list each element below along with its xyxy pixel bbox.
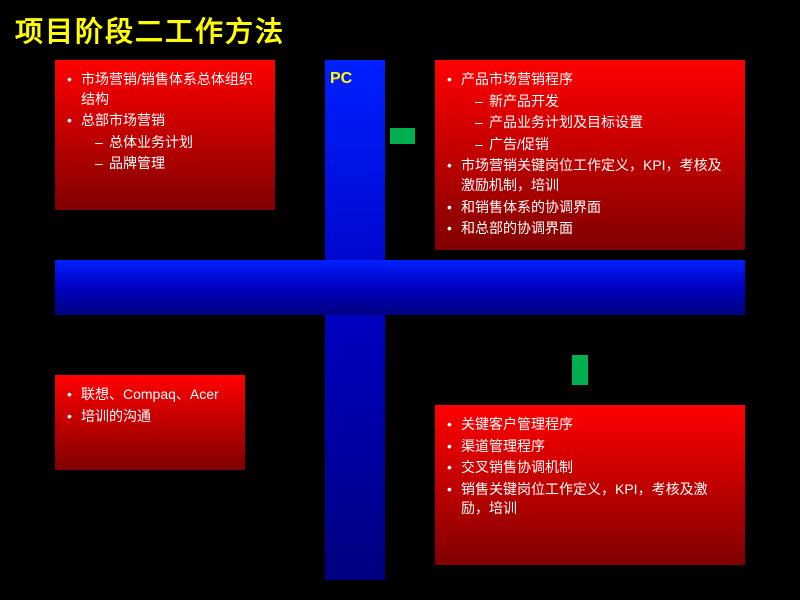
pc-label: PC [330, 70, 352, 88]
bullet-item: 关键客户管理程序 [447, 415, 733, 435]
bullet-item: 和总部的协调界面 [447, 219, 733, 239]
blue-horizontal-bar [55, 260, 745, 315]
bullet-item: 市场营销/销售体系总体组织结构 [67, 70, 263, 109]
bullet-item: 产品市场营销程序新产品开发产品业务计划及目标设置广告/促销 [447, 70, 733, 154]
sub-bullet-item: 产品业务计划及目标设置 [461, 113, 733, 133]
arrow-shaft [572, 355, 588, 385]
bullet-item: 和销售体系的协调界面 [447, 198, 733, 218]
sub-bullet-item: 新产品开发 [461, 92, 733, 112]
bullet-item: 培训的沟通 [67, 407, 233, 427]
slide-title: 项目阶段二工作方法 [15, 10, 285, 50]
bullet-text: 和销售体系的协调界面 [461, 199, 601, 215]
box-bottom-right: 关键客户管理程序渠道管理程序交叉销售协调机制销售关键岗位工作定义，KPI，考核及… [435, 405, 745, 565]
bullet-text: 联想、Compaq、Acer [81, 386, 219, 402]
bullet-text: 销售关键岗位工作定义，KPI，考核及激励，培训 [461, 481, 708, 517]
bullet-item: 交叉销售协调机制 [447, 458, 733, 478]
sub-bullet-item: 总体业务计划 [81, 133, 263, 153]
bullet-item: 渠道管理程序 [447, 437, 733, 457]
bullet-text: 渠道管理程序 [461, 438, 545, 454]
slide-stage: 项目阶段二工作方法 PC 市场营销/销售体系总体组织结构总部市场营销总体业务计划… [0, 0, 800, 600]
box-bottom-left: 联想、Compaq、Acer 培训的沟通 [55, 375, 245, 470]
bullet-item: 联想、Compaq、Acer [67, 385, 233, 405]
blue-vertical-bar [325, 60, 385, 580]
bullet-text: 和总部的协调界面 [461, 220, 573, 236]
sub-bullet-item: 广告/促销 [461, 135, 733, 155]
bullet-text: 产品市场营销程序 [461, 71, 573, 87]
box-top-right: 产品市场营销程序新产品开发产品业务计划及目标设置广告/促销市场营销关键岗位工作定… [435, 60, 745, 250]
bullet-text: 交叉销售协调机制 [461, 459, 573, 475]
bullet-text: 关键客户管理程序 [461, 416, 573, 432]
bullet-item: 总部市场营销总体业务计划品牌管理 [67, 111, 263, 174]
arrow-shaft [390, 128, 415, 144]
bullet-text: 总部市场营销 [81, 112, 165, 128]
sub-bullet-item: 品牌管理 [81, 154, 263, 174]
bullet-text: 市场营销/销售体系总体组织结构 [81, 71, 253, 107]
bullet-text: 培训的沟通 [81, 408, 151, 424]
box-top-left: 市场营销/销售体系总体组织结构总部市场营销总体业务计划品牌管理 [55, 60, 275, 210]
bullet-item: 销售关键岗位工作定义，KPI，考核及激励，培训 [447, 480, 733, 519]
bullet-item: 市场营销关键岗位工作定义，KPI，考核及激励机制，培训 [447, 156, 733, 195]
bullet-text: 市场营销关键岗位工作定义，KPI，考核及激励机制，培训 [461, 157, 722, 193]
